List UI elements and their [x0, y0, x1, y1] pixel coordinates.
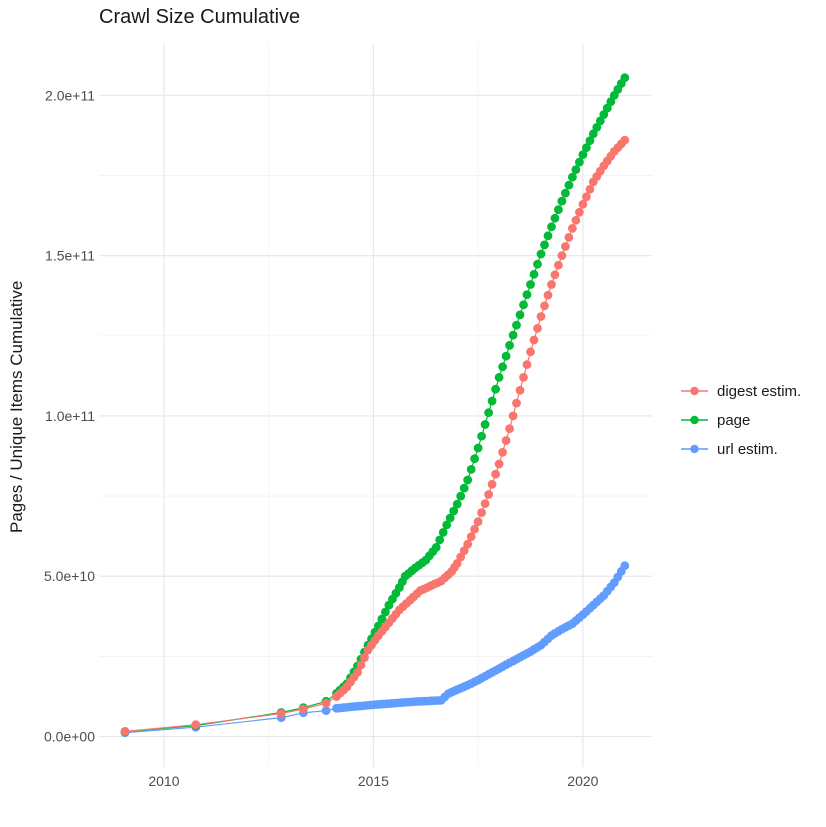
svg-text:2015: 2015	[358, 773, 389, 789]
svg-text:5.0e+10: 5.0e+10	[44, 568, 95, 584]
legend-item-digest-estim: digest estim.	[681, 381, 801, 401]
legend-label-page: page	[717, 411, 751, 429]
x-tick-labels: 2010 2015 2020	[148, 773, 598, 789]
svg-text:2.0e+11: 2.0e+11	[45, 87, 95, 103]
svg-text:2020: 2020	[567, 773, 598, 789]
series-points-0	[120, 135, 630, 736]
series-points-1	[120, 73, 630, 737]
legend-key-line-point-icon	[681, 386, 708, 396]
legend-key-line-point-icon	[681, 444, 708, 454]
legend-item-url-estim: url estim.	[681, 439, 801, 459]
svg-text:1.5e+11: 1.5e+11	[45, 248, 95, 264]
legend-key-line-point-icon	[681, 415, 708, 425]
series-points-2	[120, 561, 630, 738]
legend-item-page: page	[681, 410, 801, 430]
svg-text:2010: 2010	[148, 773, 179, 789]
chart-title: Crawl Size Cumulative	[99, 6, 301, 28]
gridlines-layer	[99, 44, 652, 767]
svg-text:0.0e+00: 0.0e+00	[44, 729, 95, 745]
svg-text:1.0e+11: 1.0e+11	[45, 408, 95, 424]
legend: digest estim. page url estim.	[681, 381, 801, 459]
legend-label-url-estim: url estim.	[717, 440, 778, 458]
legend-label-digest-estim: digest estim.	[717, 382, 802, 400]
y-tick-labels: 0.0e+00 5.0e+10 1.0e+11 1.5e+11 2.0e+11	[44, 87, 95, 744]
